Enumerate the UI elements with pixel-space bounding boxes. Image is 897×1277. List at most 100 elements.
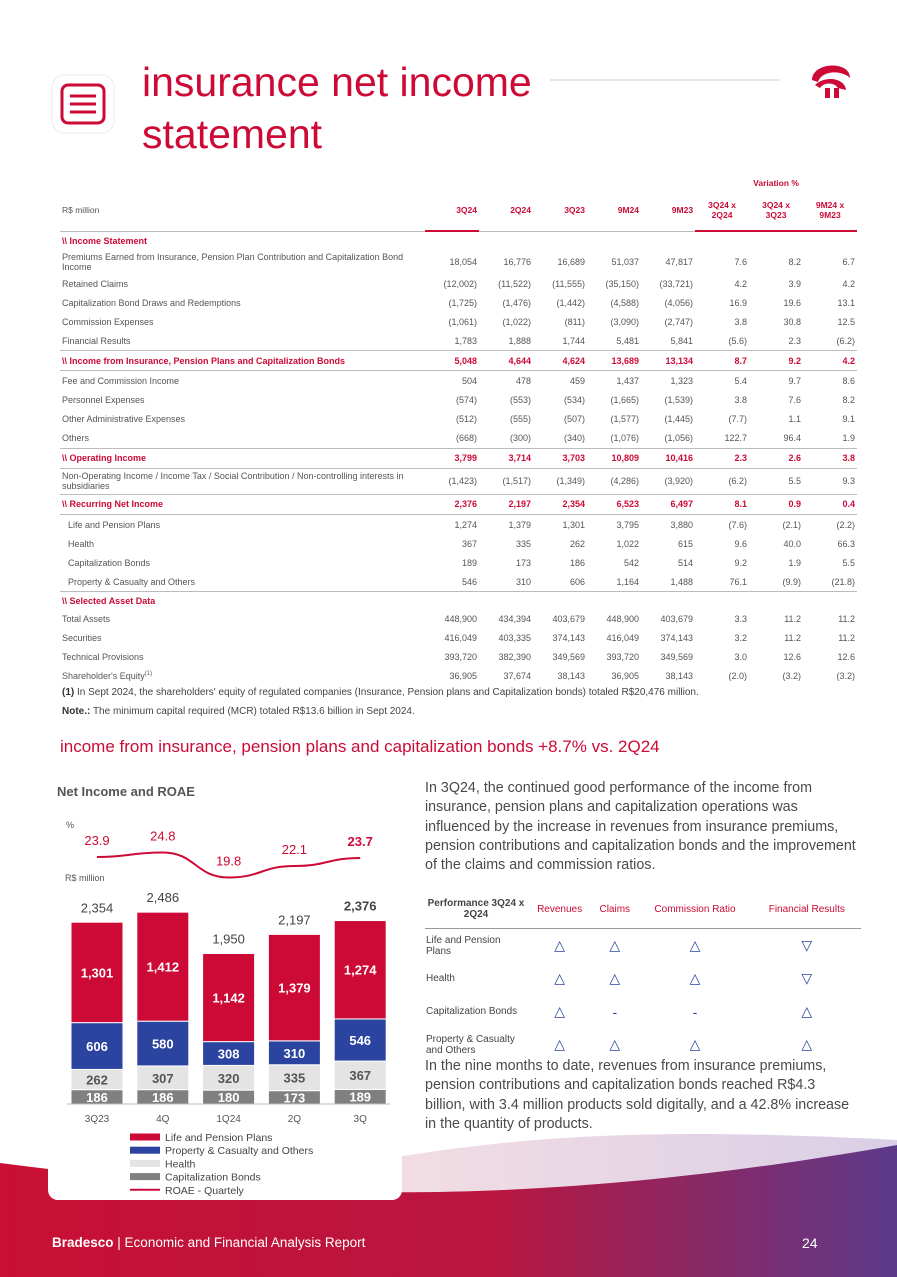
cell: 9.6 [734, 538, 748, 549]
cell: 393,720 [444, 652, 477, 663]
column-header: 3Q24 x 2Q24 [695, 190, 750, 232]
legend-swatch [130, 1173, 160, 1181]
x-tick-label: 3Q [354, 1114, 368, 1125]
cell: 1,379 [508, 519, 531, 530]
cell: 3,714 [479, 447, 533, 469]
cell: 186 [569, 557, 585, 568]
segment-label: 1,142 [212, 991, 245, 1006]
perf-mark: △ [554, 937, 565, 953]
cell: 11.2 [784, 613, 802, 624]
table-row: Non-Operating Income / Income Tax / Soci… [60, 468, 857, 494]
cell: 2,197 [479, 493, 533, 516]
perf-mark: △ [554, 970, 565, 986]
variation-header: Variation % [753, 178, 799, 188]
cell: (1,517) [502, 476, 531, 487]
cell: 374,143 [552, 633, 585, 644]
table-row: \\ Selected Asset Data [60, 591, 858, 610]
footnote-mark: (1) [62, 687, 75, 698]
cell: 8.2 [788, 256, 802, 267]
cell: 10,809 [587, 447, 641, 469]
perf-mark: △ [609, 1036, 621, 1052]
cell: 5,048 [425, 350, 479, 372]
cell: 6.7 [842, 256, 856, 267]
chart-title: Net Income and ROAE [57, 784, 195, 799]
cell: 6,523 [587, 493, 641, 516]
cell: (574) [455, 395, 477, 406]
row-label-text: Retained Claims [62, 278, 129, 289]
table-row: Commission Expenses (1,061) (1,022) (811) (3… [60, 312, 857, 331]
row-label: Fee and Commission Income [60, 371, 425, 391]
row-label: Technical Provisions [60, 648, 425, 667]
table-row: Health 367 335 262 1,022 615 9.6 40.0 66.3 [60, 534, 857, 553]
cell: 3.8 [803, 447, 858, 469]
perf-mark: △ [689, 937, 701, 953]
perf-row-label: Property & Casualty and Others [426, 1033, 515, 1056]
row-label: Personnel Expenses [60, 391, 425, 410]
cell: 615 [678, 538, 694, 549]
perf-mark: △ [609, 937, 621, 953]
perf-row-label: Capitalization Bonds [426, 1006, 518, 1017]
cell: 30.8 [783, 316, 802, 327]
row-label-text: Health [68, 538, 95, 549]
footnote: Note.: The minimum capital required (MCR… [62, 706, 415, 717]
cell: 478 [515, 376, 531, 387]
cell: 5,481 [616, 335, 639, 346]
cell: 448,900 [606, 613, 639, 624]
footnote-text: The minimum capital required (MCR) total… [92, 706, 415, 717]
cell: 40.0 [783, 538, 802, 549]
row-label-text: \\ Operating Income [62, 453, 147, 464]
cell: 12.6 [783, 652, 802, 663]
cell: 1,022 [616, 538, 639, 549]
chart: Net Income and ROAE% R$ million 186 262 606 1… [57, 784, 391, 1197]
legend-label: Capitalization Bonds [165, 1172, 261, 1184]
bar-segment [267, 1064, 321, 1092]
segment-label: 186 [152, 1090, 174, 1105]
cell: 13,134 [641, 350, 696, 372]
perf-row: Health △ △ △ ▽ [425, 962, 861, 995]
perf-column-header: Financial Results [752, 890, 861, 929]
cell: (9.9) [782, 576, 802, 587]
perf-mark: - [612, 1003, 618, 1020]
footer-report: | Economic and Financial Analysis Report [117, 1235, 366, 1250]
legend-swatch [130, 1146, 160, 1154]
roae-label: 19.8 [216, 854, 241, 869]
table-row: Securities 416,049 403,335 374,143 416,049 37… [60, 629, 857, 648]
cell: 9.2 [734, 557, 748, 568]
cell: (2.1) [782, 519, 802, 530]
perf-mark: ▽ [801, 937, 813, 953]
perf-column-header: Commission Ratio [637, 890, 753, 929]
cell: 8.6 [842, 376, 856, 387]
segment-label: 1,301 [81, 965, 114, 980]
table-row: Premiums Earned from Insurance, Pension … [60, 249, 857, 274]
column-header: 9M24 [587, 190, 641, 232]
table-row: Life and Pension Plans 1,274 1,379 1,301 3,7… [60, 515, 857, 535]
unit-label: R$ million [60, 190, 425, 232]
cell: (534) [563, 395, 585, 406]
perf-mark: △ [609, 970, 621, 986]
bar-segment [202, 1064, 256, 1091]
row-label: \\ Operating Income [60, 447, 425, 469]
cell: (668) [455, 433, 477, 444]
cell: (1,022) [502, 316, 531, 327]
row-label: Financial Results [60, 331, 425, 351]
segment-label: 262 [86, 1073, 108, 1088]
cell: 5,841 [670, 335, 694, 346]
cell: 1.9 [842, 433, 856, 444]
cell: (33,721) [659, 278, 694, 289]
header-row: R$ million 3Q24 2Q24 3Q23 9M24 9M23 3Q24 x 2Q2… [60, 190, 858, 232]
segment-label: 308 [218, 1047, 240, 1062]
row-label: Commission Expenses [60, 312, 425, 331]
cell: (3.2) [836, 671, 856, 682]
x-tick-label: 4Q [156, 1114, 170, 1125]
row-label-text: \\ Income from Insurance, Pension Plans … [62, 355, 346, 366]
row-label-text: Others [62, 433, 90, 444]
bar-segment [70, 1022, 124, 1070]
page-title: insurance net income statement [142, 59, 532, 157]
cell: 459 [569, 376, 585, 387]
cell: 5.5 [842, 557, 856, 568]
table-row: \\ Operating Income 3,799 3,714 3,703 10,809… [60, 447, 858, 469]
cell: (1,061) [448, 316, 477, 327]
row-label: Other Administrative Expenses [60, 410, 425, 429]
cell: 514 [678, 557, 694, 568]
row-label-text: Capitalization Bond Draws and Redemption… [62, 297, 241, 308]
